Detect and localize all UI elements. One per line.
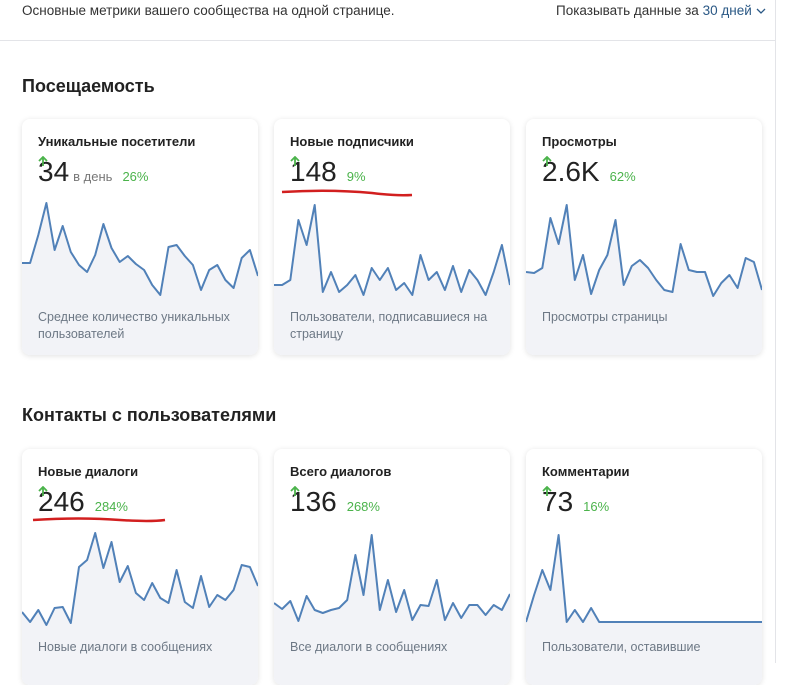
up-arrow bbox=[38, 156, 48, 166]
metric-change: 16% bbox=[542, 486, 610, 514]
period-label: Показывать данные за bbox=[556, 3, 699, 18]
metric-change: 268% bbox=[290, 486, 380, 514]
sparkline bbox=[526, 534, 762, 623]
metric-value-row: 2.6K 62% bbox=[542, 156, 636, 188]
up-arrow-shape bbox=[290, 156, 300, 166]
sparkline-area bbox=[22, 533, 258, 685]
metric-value: 246 bbox=[38, 486, 85, 517]
metric-card: Уникальные посетители 34 в день 26% Среднее … bbox=[22, 119, 258, 355]
up-arrow-shape bbox=[38, 486, 48, 496]
card-description: Просмотры страницы bbox=[542, 310, 668, 324]
page: Основные метрики вашего сообщества на од… bbox=[0, 0, 776, 685]
metric-value: 136 bbox=[290, 486, 337, 517]
sparkline-chart bbox=[526, 534, 762, 685]
metric-value: 2.6K bbox=[542, 156, 600, 187]
card-description: Новые диалоги в сообщениях bbox=[38, 640, 213, 654]
sparkline bbox=[274, 534, 510, 622]
card-title: Просмотры bbox=[542, 134, 617, 149]
sparkline-chart bbox=[22, 202, 258, 355]
section-title: Посещаемость bbox=[22, 76, 155, 96]
chevron bbox=[756, 8, 765, 14]
description: Основные метрики вашего сообщества на од… bbox=[22, 3, 395, 18]
sparkline-area bbox=[526, 205, 762, 355]
sparkline-chart bbox=[274, 204, 510, 355]
card-description: Все диалоги в сообщениях bbox=[290, 640, 448, 654]
up-arrow bbox=[38, 486, 48, 496]
section-title: Контакты с пользователями bbox=[22, 405, 277, 425]
change-value: 62% bbox=[609, 169, 636, 184]
card-description: Пользователи, оставившие bbox=[542, 640, 701, 654]
up-arrow bbox=[542, 156, 552, 166]
sparkline bbox=[526, 204, 762, 297]
metric-change: 284% bbox=[38, 486, 128, 514]
metric-card: Всего диалогов 136 268% Все диалоги в сообщ… bbox=[274, 449, 510, 685]
card-description: Пользователи, подписавшиеся на страницу bbox=[290, 310, 488, 341]
period-value[interactable]: 30 дней bbox=[702, 3, 752, 18]
period-selector[interactable]: Показывать данные за 30 дней bbox=[556, 3, 766, 18]
sparkline-chart bbox=[274, 534, 510, 685]
sparkline-area bbox=[526, 535, 762, 685]
sparkline-chart bbox=[526, 204, 762, 355]
change-value: 268% bbox=[346, 499, 380, 514]
metric-card: Новые подписчики 148 9% Пользователи, подпи… bbox=[274, 119, 510, 355]
sparkline bbox=[22, 202, 258, 296]
up-arrow-shape bbox=[542, 156, 552, 166]
up-arrow bbox=[542, 486, 552, 496]
metric-card: Новые диалоги 246 284% Новые диалоги в сооб… bbox=[22, 449, 258, 685]
sparkline bbox=[22, 532, 258, 626]
card-title: Всего диалогов bbox=[290, 464, 392, 479]
metric-value-row: 148 9% bbox=[290, 156, 366, 188]
metric-value-row: 246 284% bbox=[38, 486, 128, 518]
up-arrow-shape bbox=[542, 486, 552, 496]
change-value: 284% bbox=[94, 499, 128, 514]
metric-card: Просмотры 2.6K 62% Просмотры страницы bbox=[526, 119, 762, 355]
metric-value-row: 73 16% bbox=[542, 486, 609, 518]
separator bbox=[0, 40, 775, 41]
up-arrow bbox=[290, 486, 300, 496]
card-title: Комментарии bbox=[542, 464, 630, 479]
card-title: Новые подписчики bbox=[290, 134, 414, 149]
sparkline-area bbox=[22, 203, 258, 355]
metric-change: 62% bbox=[542, 156, 636, 184]
change-value: 16% bbox=[583, 499, 610, 514]
card-title: Уникальные посетители bbox=[38, 134, 196, 149]
panel-border bbox=[775, 0, 776, 663]
change-value: 9% bbox=[346, 169, 366, 184]
card-title: Новые диалоги bbox=[38, 464, 139, 479]
up-arrow-shape bbox=[290, 486, 300, 496]
metric-change: 9% bbox=[290, 156, 366, 184]
sparkline-area bbox=[274, 535, 510, 685]
metric-value-row: 136 268% bbox=[290, 486, 380, 518]
metric-value: 148 bbox=[290, 156, 337, 187]
up-arrow-shape bbox=[38, 156, 48, 166]
sparkline bbox=[274, 204, 510, 296]
metric-change: 26% bbox=[38, 156, 149, 184]
metric-card: Комментарии 73 16% Пользователи, оставившие bbox=[526, 449, 762, 685]
sparkline-chart bbox=[22, 532, 258, 685]
metric-unit: в день bbox=[73, 169, 113, 184]
change-value: 26% bbox=[122, 169, 149, 184]
metric-value-row: 34 в день 26% bbox=[38, 156, 148, 188]
up-arrow bbox=[290, 156, 300, 166]
card-description: Среднее количество уникальных пользовате… bbox=[38, 310, 230, 341]
